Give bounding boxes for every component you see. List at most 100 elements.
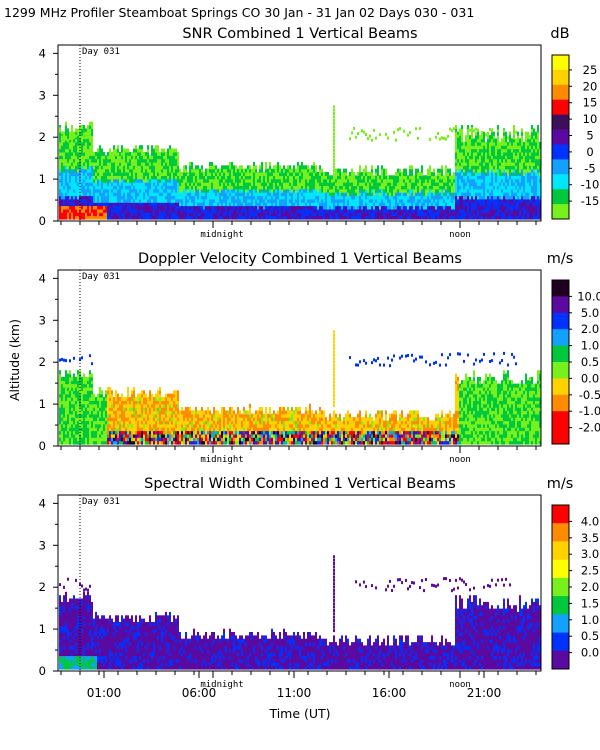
day-label: Day 031	[82, 497, 120, 507]
colorbar-label: 0.5	[581, 629, 599, 643]
colorbar-label: 1.0	[581, 339, 599, 353]
colorbar-label: 3.5	[581, 531, 599, 545]
time-tick-label: 21:00	[467, 686, 502, 700]
colorbar-label: 5	[586, 129, 593, 143]
colorbar-swatch	[552, 596, 569, 615]
colorbar-swatch	[552, 650, 569, 670]
midnight-label: midnight	[200, 680, 243, 690]
y-tick-label: 4	[39, 46, 46, 60]
y-tick-label: 1	[39, 172, 46, 186]
colorbar-swatch	[552, 280, 569, 297]
y-tick-label: 3	[39, 88, 46, 102]
noon-label: noon	[449, 455, 471, 465]
colorbar-swatch	[552, 559, 569, 579]
plot-frame	[57, 44, 542, 222]
y-tick-label: 1	[39, 397, 46, 411]
colorbar-label: -2.0	[579, 421, 600, 435]
colorbar-label: 10.0	[577, 289, 600, 303]
colorbar-swatch	[552, 541, 569, 561]
time-tick-label: 01:00	[87, 686, 122, 700]
y-tick-label: 0	[39, 664, 46, 678]
colorbar-swatch	[552, 69, 569, 86]
panel-2: Doppler Velocity Combined 1 Vertical Bea…	[39, 251, 600, 465]
colorbar-label: -15	[581, 194, 600, 208]
colorbar-swatch	[552, 394, 569, 412]
colorbar-label: 20	[583, 79, 598, 93]
y-tick-label: 0	[39, 214, 46, 228]
panel-1: SNR Combined 1 Vertical Beams dB 0 1 2 3 4 Day …	[39, 26, 600, 240]
midnight-label: midnight	[200, 455, 243, 465]
colorbar-unit: dB	[550, 26, 569, 42]
figure-header: 1299 MHz Profiler Steamboat Springs CO 3…	[4, 5, 474, 20]
colorbar: 4.0 3.5 3.0 2.5 2.0 1.5 1.0 0.5 0.0	[551, 504, 599, 670]
colorbar-swatch	[552, 632, 569, 652]
y-axis-label: Altitude (km)	[7, 319, 22, 401]
colorbar-swatch	[552, 329, 569, 347]
colorbar-label: 1.5	[581, 596, 599, 610]
colorbar-label: 2.0	[581, 580, 599, 594]
colorbar-swatch	[552, 427, 569, 445]
colorbar-label: 0.0	[581, 371, 599, 385]
colorbar: 25 20 15 10 5 0 -5 -10 -15	[551, 54, 600, 220]
colorbar-swatch	[552, 312, 569, 330]
colorbar-swatch	[552, 505, 569, 524]
colorbar-label: 10	[583, 112, 598, 126]
y-tick-label: 0	[39, 439, 46, 453]
colorbar-swatch	[552, 204, 569, 220]
colorbar-label: 25	[583, 63, 598, 77]
plot-frame	[57, 494, 542, 672]
noon-label: noon	[449, 230, 471, 240]
colorbar-label: 3.0	[581, 547, 599, 561]
colorbar-label: -5	[584, 161, 595, 175]
colorbar-swatch	[552, 523, 569, 542]
colorbar-frame	[551, 54, 570, 220]
panel-3: Spectral Width Combined 1 Vertical Beams…	[39, 476, 599, 690]
colorbar-label: -0.5	[579, 388, 600, 402]
colorbar-swatch	[552, 345, 569, 363]
colorbar: 10.0 5.0 2.0 1.0 0.5 0.0 -0.5 -1.0 -2.0	[551, 279, 600, 445]
panel-title: Spectral Width Combined 1 Vertical Beams	[144, 476, 456, 492]
colorbar-label: 2.0	[581, 322, 599, 336]
x-axis-label: Time (UT)	[268, 706, 330, 721]
y-tick-label: 1	[39, 622, 46, 636]
time-tick-label: 11:00	[277, 686, 312, 700]
colorbar-label: 2.5	[581, 564, 599, 578]
time-tick-label: 06:00	[182, 686, 217, 700]
colorbar-swatch	[552, 378, 569, 396]
colorbar-label: -10	[581, 178, 600, 192]
colorbar-swatch	[552, 296, 569, 314]
colorbar-swatch	[552, 614, 569, 633]
colorbar-swatch	[552, 411, 569, 429]
colorbar-unit: m/s	[547, 476, 574, 492]
y-tick-label: 2	[39, 580, 46, 594]
colorbar-swatch	[552, 55, 569, 71]
plot-frame	[57, 269, 542, 447]
colorbar-label: 15	[583, 96, 598, 110]
colorbar-label: 0.5	[581, 355, 599, 369]
colorbar-label: 0.0	[581, 646, 599, 660]
colorbar-label: 0	[586, 145, 593, 159]
panel-title: SNR Combined 1 Vertical Beams	[182, 26, 417, 42]
panel-title: Doppler Velocity Combined 1 Vertical Bea…	[138, 251, 462, 267]
colorbar-unit: m/s	[547, 251, 574, 267]
colorbar-swatch	[552, 114, 569, 130]
colorbar-swatch	[552, 174, 569, 190]
y-tick-label: 4	[39, 271, 46, 285]
y-tick-label: 2	[39, 355, 46, 369]
colorbar-label: 1.0	[581, 613, 599, 627]
colorbar-label: 4.0	[581, 514, 599, 528]
colorbar-swatch	[552, 159, 569, 175]
midnight-label: midnight	[200, 230, 243, 240]
colorbar-label: -1.0	[579, 404, 600, 418]
y-tick-label: 2	[39, 130, 46, 144]
colorbar-swatch	[552, 84, 569, 101]
colorbar-swatch	[552, 189, 569, 205]
heatmap-cells	[59, 330, 541, 445]
heatmap-cells	[59, 105, 541, 220]
y-tick-label: 4	[39, 496, 46, 510]
colorbar-swatch	[552, 99, 569, 116]
colorbar-label: 5.0	[581, 306, 599, 320]
heatmap-cells	[59, 555, 541, 670]
colorbar-swatch	[552, 129, 569, 145]
